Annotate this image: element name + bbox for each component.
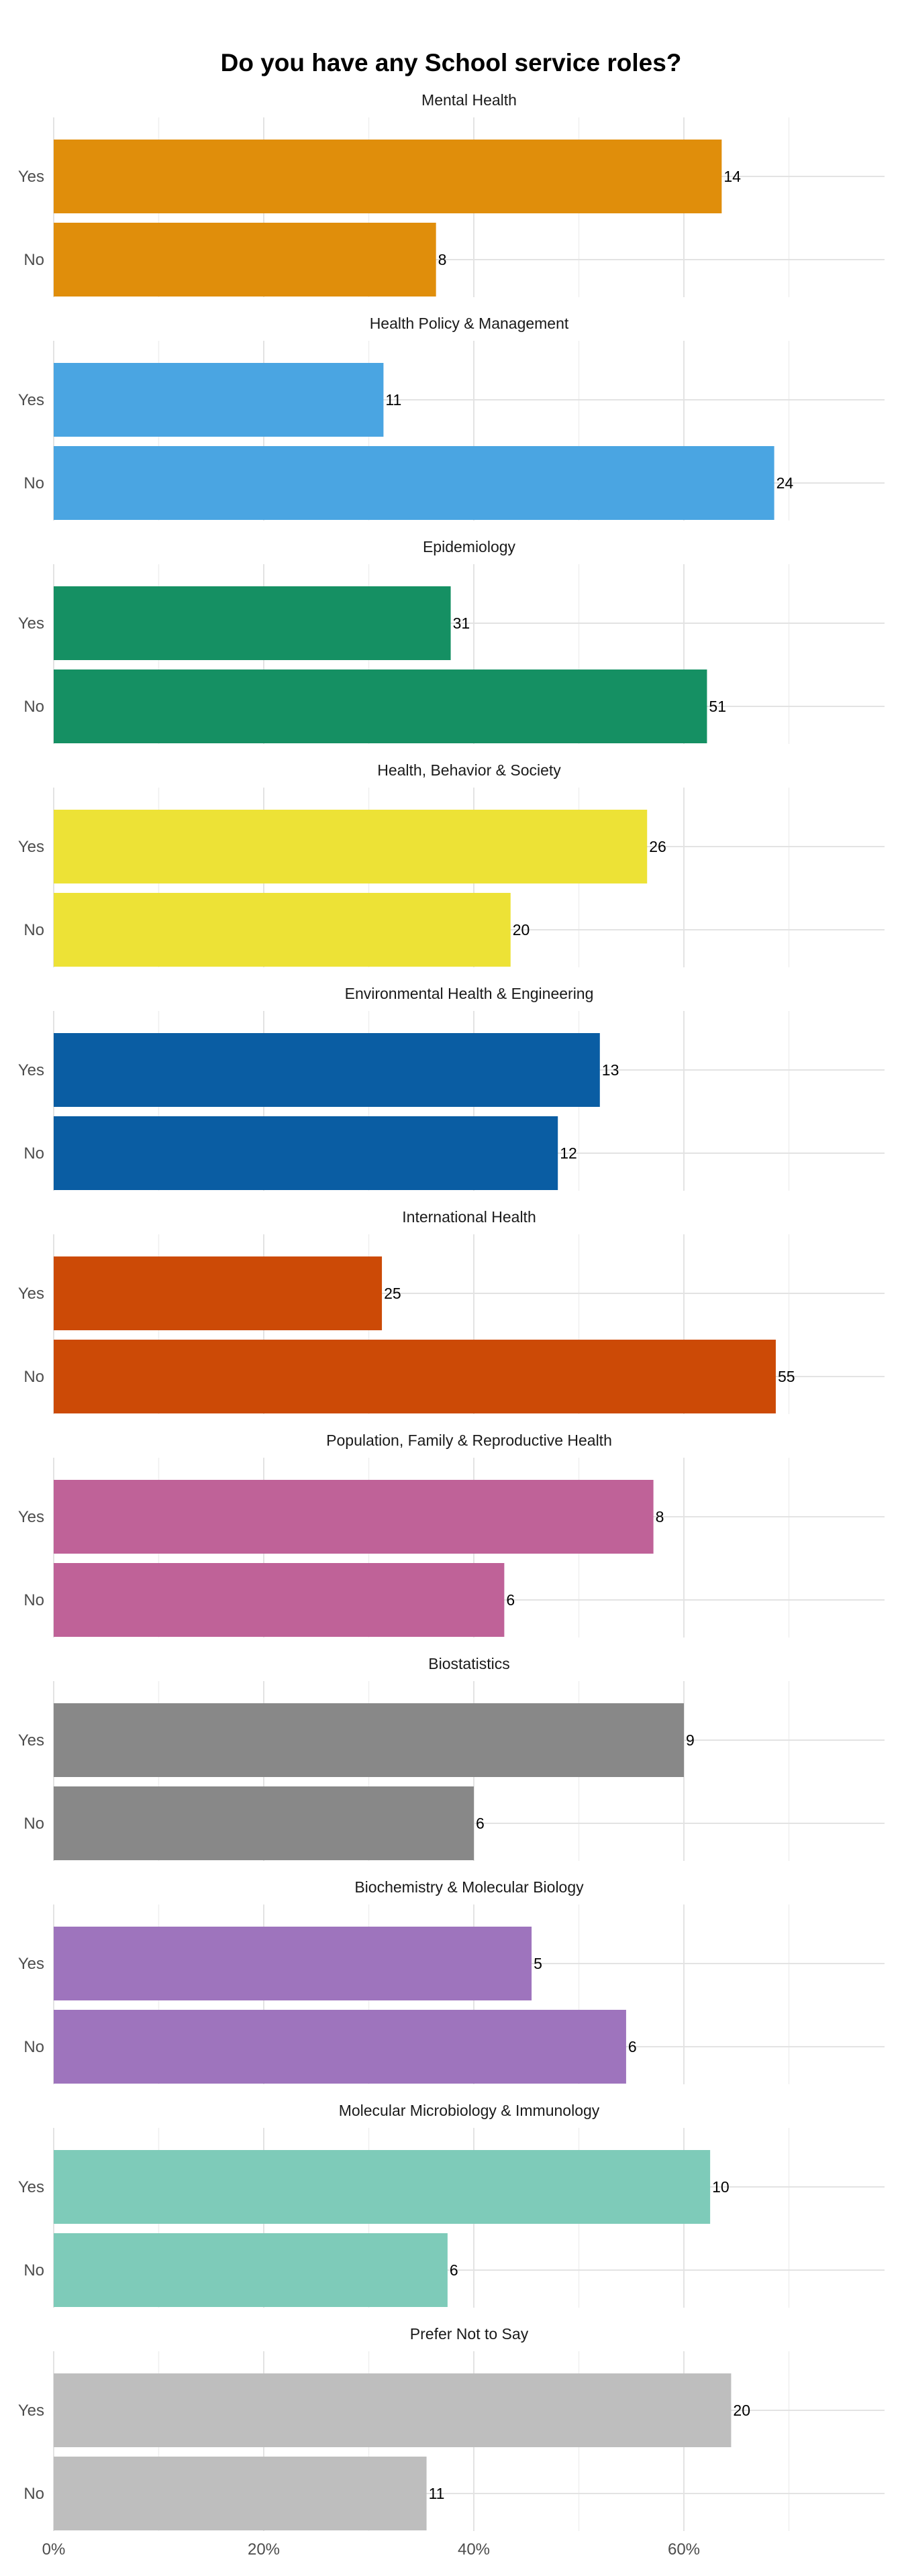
category-label: Yes: [18, 1955, 44, 1973]
data-label: 8: [438, 251, 447, 268]
bar: [54, 1033, 600, 1107]
facet-title: Environmental Health & Engineering: [345, 985, 594, 1002]
data-label: 9: [686, 1731, 695, 1749]
bar: [54, 2233, 448, 2307]
data-label: 11: [385, 391, 401, 409]
category-label: Yes: [18, 1508, 44, 1526]
data-label: 13: [602, 1061, 619, 1079]
facet-title: Population, Family & Reproductive Health: [326, 1432, 612, 1449]
data-label: 6: [476, 1815, 485, 1832]
category-label: Yes: [18, 614, 44, 633]
chart-title: Do you have any School service roles?: [221, 49, 682, 76]
facet-panel: Biostatistics 9 Yes 6 No: [18, 1655, 885, 1861]
category-label: Yes: [18, 2178, 44, 2196]
x-tick-label: 40%: [458, 2540, 490, 2559]
data-label: 25: [384, 1285, 401, 1302]
bar: [54, 1340, 776, 1413]
bar: [54, 1703, 684, 1777]
facet-panel: International Health 25 Yes 55 No: [18, 1208, 885, 1414]
data-label: 20: [513, 921, 530, 938]
category-label: Yes: [18, 838, 44, 856]
data-label: 11: [429, 2485, 445, 2502]
category-label: No: [23, 2485, 44, 2503]
category-label: Yes: [18, 1061, 44, 1079]
category-label: No: [23, 1815, 44, 1833]
data-label: 55: [778, 1368, 795, 1385]
bar: [54, 1116, 558, 1190]
facet-panel: Health, Behavior & Society 26 Yes 20 No: [18, 761, 885, 967]
bar: [54, 1927, 532, 2000]
facet-title: Biostatistics: [428, 1655, 509, 1672]
bar: [54, 1786, 474, 1860]
category-label: Yes: [18, 391, 44, 409]
data-label: 31: [453, 614, 470, 632]
category-label: No: [23, 1591, 44, 1609]
category-label: No: [23, 2261, 44, 2279]
bar: [54, 1563, 505, 1637]
facet-title: Biochemistry & Molecular Biology: [354, 1878, 584, 1896]
category-label: No: [23, 1368, 44, 1386]
facet-title: Mental Health: [421, 91, 517, 109]
facet-panel: Health Policy & Management 11 Yes 24 No: [18, 315, 885, 521]
data-label: 26: [649, 838, 666, 855]
x-tick-label: 60%: [668, 2540, 700, 2559]
facet-title: Health Policy & Management: [370, 315, 569, 332]
data-label: 12: [560, 1144, 577, 1162]
facet-panel: Molecular Microbiology & Immunology 10 Yes…: [18, 2102, 885, 2308]
category-label: No: [23, 2038, 44, 2056]
category-label: Yes: [18, 2402, 44, 2420]
facet-panel: Epidemiology 31 Yes 51 No: [18, 538, 885, 744]
data-label: 51: [709, 698, 726, 715]
bar: [54, 2373, 732, 2447]
bar: [54, 446, 774, 520]
data-label: 14: [723, 168, 741, 185]
x-tick-label: 0%: [42, 2540, 66, 2559]
bar: [54, 1480, 654, 1554]
bar: [54, 2457, 427, 2530]
bar: [54, 2150, 711, 2224]
data-label: 8: [656, 1508, 664, 1525]
category-label: Yes: [18, 1731, 44, 1750]
bar: [54, 1256, 383, 1330]
category-label: No: [23, 921, 44, 939]
bar: [54, 223, 436, 297]
facet-title: Epidemiology: [423, 538, 516, 555]
data-label: 6: [628, 2038, 637, 2055]
category-label: Yes: [18, 168, 44, 186]
bar: [54, 140, 722, 213]
facet-title: Prefer Not to Say: [410, 2325, 529, 2343]
category-label: No: [23, 698, 44, 716]
data-label: 5: [534, 1955, 542, 1972]
category-label: No: [23, 251, 44, 269]
facet-panel: Biochemistry & Molecular Biology 5 Yes 6 No: [18, 1878, 885, 2084]
bar: [54, 363, 384, 437]
facet-panel: Prefer Not to Say 20 Yes 11 No: [18, 2325, 885, 2531]
data-label: 20: [733, 2402, 750, 2419]
facet-panel: Environmental Health & Engineering 13 Yes 1…: [18, 985, 885, 1191]
x-tick-label: 20%: [248, 2540, 280, 2559]
data-label: 24: [776, 474, 794, 492]
facet-panel: Population, Family & Reproductive Health…: [18, 1432, 885, 1638]
data-label: 6: [506, 1591, 515, 1609]
facet-title: International Health: [402, 1208, 536, 1226]
data-label: 6: [450, 2261, 458, 2279]
data-label: 10: [712, 2178, 730, 2196]
facet-panel: Mental Health 14 Yes 8 No: [18, 91, 885, 297]
bar: [54, 810, 648, 883]
x-axis: 0% 20% 40% 60%: [42, 2540, 700, 2559]
bar: [54, 669, 707, 743]
bar: [54, 586, 451, 660]
category-label: No: [23, 1144, 44, 1163]
bar: [54, 2010, 626, 2084]
category-label: Yes: [18, 1285, 44, 1303]
facet-title: Molecular Microbiology & Immunology: [339, 2102, 600, 2119]
bar: [54, 893, 511, 967]
facet-title: Health, Behavior & Society: [377, 761, 561, 779]
category-label: No: [23, 474, 44, 492]
